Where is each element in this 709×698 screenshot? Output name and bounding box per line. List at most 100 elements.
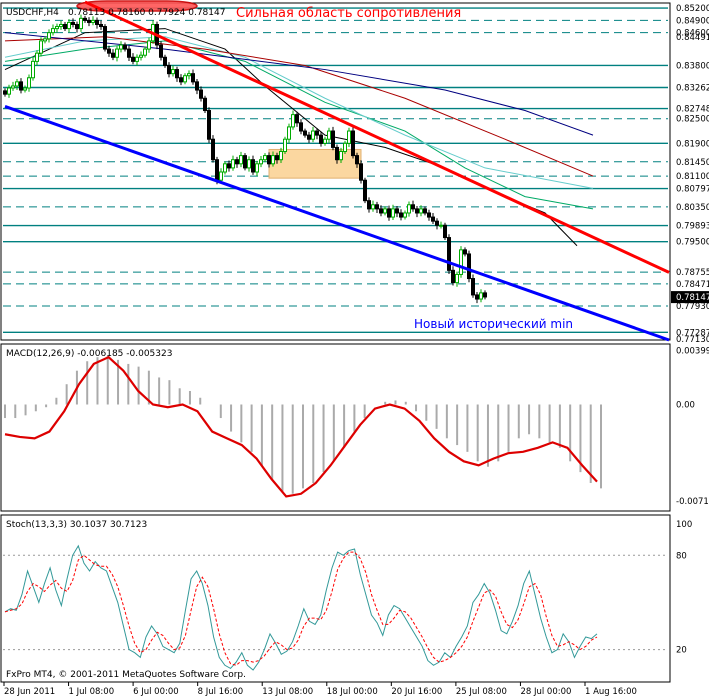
price-tick-label: 0.82500 [676,115,709,125]
candle [63,23,67,30]
moving-average-line [4,32,594,136]
x-tick-label: 25 Jul 08:00 [456,687,507,697]
candle [183,75,187,83]
candle [307,134,311,140]
candle [423,208,427,214]
candle [323,138,327,144]
candle [199,89,203,99]
candle [31,60,35,79]
stoch-tick-label: 80 [676,551,687,561]
stoch-axis: 100 80 20 [676,520,692,656]
candle [439,224,443,227]
stoch-main-line [4,544,598,671]
candle [311,130,315,140]
candle [327,130,331,140]
candle [231,159,235,169]
price-header-symbol: USDCHF,H4 [6,8,59,18]
candle [303,130,307,136]
candle [363,179,367,202]
candle [403,212,407,218]
x-tick-label: 18 Jul 00:00 [327,687,378,697]
candle [431,216,435,222]
stoch-tick-label: 20 [676,646,687,656]
price-tick-label: 0.82748 [676,105,709,115]
price-tick-label: 0.81900 [676,139,709,149]
candle [251,159,255,173]
price-tick-label: 0.78147 [676,293,709,303]
candle [107,48,111,54]
candle [455,273,459,284]
moving-average-line [4,36,594,189]
candle [483,292,487,298]
candle [47,32,51,40]
candle [471,278,475,296]
candle [179,77,183,83]
macd-signal-line [4,355,598,498]
candle [143,48,147,56]
candle [259,159,263,165]
footer-copyright: FxPro MT4, © 2001-2011 MetaQuotes Softwa… [6,670,246,680]
stoch-tick-label: 100 [676,520,692,530]
macd-tick-label: -0.007141 [676,497,709,507]
candle [59,23,63,28]
x-tick-label: 13 Jul 08:00 [262,687,313,697]
candle [255,163,259,173]
candle [71,21,75,25]
candle [375,204,379,210]
price-tick-label: 0.79893 [676,222,709,232]
x-tick-label: 1 Jul 08:00 [69,687,115,697]
candle [99,23,103,28]
stoch-signal-line [4,551,598,666]
x-tick-label: 8 Jul 16:00 [198,687,244,697]
candle [291,114,295,128]
trendline-resistance[interactable] [84,0,670,274]
price-tick-label: 0.80350 [676,203,709,213]
trendline-support[interactable] [4,105,670,342]
stoch-header: Stoch(13,3,3) 30.1037 30.7123 [6,520,147,530]
candle [459,249,463,275]
stoch-panel[interactable]: 100 80 20 Stoch(13,3,3) 30.1037 30.7123 Fx… [0,514,692,683]
stoch-levels [3,554,668,651]
price-tick-label: 0.83800 [676,61,709,71]
candle [79,17,83,30]
candle [147,40,151,50]
candle [39,40,43,54]
candle [103,26,107,50]
candle [395,208,399,214]
candle [475,294,479,300]
candle [35,52,39,62]
macd-tick-label: 0.00 [676,401,695,411]
candle [19,81,23,91]
x-tick-label: 28 Jun 2011 [4,687,55,697]
candle [339,151,343,161]
resistance-zone-ellipse [76,0,198,12]
candle [463,249,467,255]
candle [75,23,79,30]
candle [283,138,287,153]
candle [159,44,163,58]
candle [407,204,411,214]
candle [383,208,387,214]
macd-panel-border [0,343,671,512]
candle [95,19,99,25]
candle [279,151,283,161]
candle [451,269,455,284]
candle [275,155,279,161]
candle [3,90,7,95]
candle [243,155,247,169]
candle [271,155,275,165]
candle [351,130,355,157]
price-tick-label: 0.77930 [676,302,709,312]
candle [87,19,91,23]
candle [191,73,195,83]
candle [235,159,239,165]
price-tick-label: 0.84900 [676,16,709,26]
candle [211,138,215,161]
candle [55,26,59,30]
candle [175,69,179,79]
candle [83,17,87,21]
candle [343,142,347,153]
